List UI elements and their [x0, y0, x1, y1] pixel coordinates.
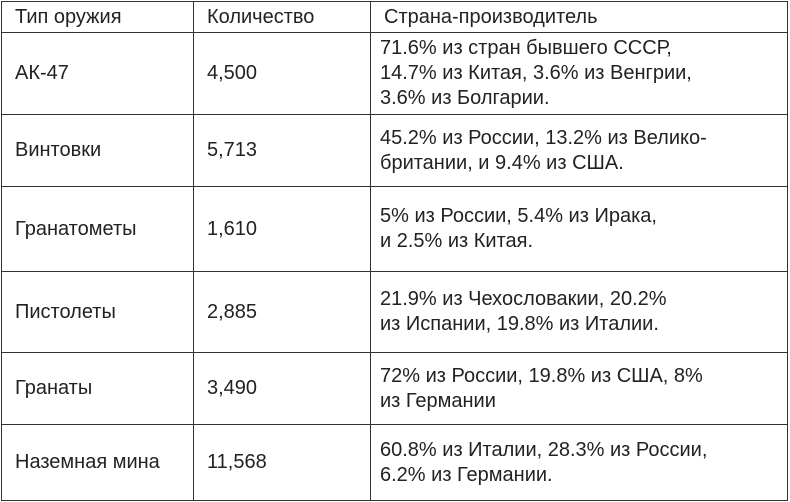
origin-line: 45.2% из России, 13.2% из Велико-: [380, 126, 707, 149]
origin-line: 3.6% из Болгарии.: [380, 87, 550, 109]
header-quantity: Количество: [193, 1, 371, 33]
weapon-type-cell: Гранатометы: [1, 186, 194, 272]
weapon-type-cell: Наземная мина: [1, 424, 194, 501]
origin-line: 5% из России, 5.4% из Ирака,: [380, 205, 657, 227]
quantity-cell: 5,713: [193, 114, 371, 187]
table-row: Наземная мина 11,568 60.8% из Италии, 28…: [1, 424, 788, 501]
quantity-cell: 4,500: [193, 32, 371, 115]
origin-line: и 2.5% из Китая.: [380, 230, 534, 252]
origin-cell: 5% из России, 5.4% из Ирака, и 2.5% из К…: [370, 186, 788, 272]
origin-line: британии, и 9.4% из США.: [380, 151, 624, 174]
origin-line: 14.7% из Китая, 3.6% из Венгрии,: [380, 62, 692, 84]
origin-line: из Германии: [380, 389, 496, 412]
weapon-type-cell: Пистолеты: [1, 271, 194, 353]
table-row: Гранаты 3,490 72% из России, 19.8% из СШ…: [1, 352, 788, 425]
origin-cell: 60.8% из Италии, 28.3% из России, 6.2% и…: [370, 424, 788, 501]
quantity-cell: 2,885: [193, 271, 371, 353]
table-row: АК-47 4,500 71.6% из стран бывшего СССР,…: [1, 32, 788, 115]
header-origin-country: Страна-производитель: [370, 1, 788, 33]
quantity-cell: 11,568: [193, 424, 371, 501]
origin-line: из Испании, 19.8% из Италии.: [380, 313, 659, 335]
table-row: Пистолеты 2,885 21.9% из Чехословакии, 2…: [1, 271, 788, 353]
origin-line: 71.6% из стран бывшего СССР,: [380, 37, 672, 59]
origin-line: 6.2% из Германии.: [380, 463, 553, 486]
quantity-cell: 1,610: [193, 186, 371, 272]
table-row: Гранатометы 1,610 5% из России, 5.4% из …: [1, 186, 788, 272]
quantity-cell: 3,490: [193, 352, 371, 425]
weapon-type-cell: АК-47: [1, 32, 194, 115]
table-row: Винтовки 5,713 45.2% из России, 13.2% из…: [1, 114, 788, 187]
header-weapon-type: Тип оружия: [1, 1, 194, 33]
origin-line: 72% из России, 19.8% из США, 8%: [380, 364, 703, 387]
origin-cell: 45.2% из России, 13.2% из Велико- британ…: [370, 114, 788, 187]
origin-cell: 72% из России, 19.8% из США, 8% из Герма…: [370, 352, 788, 425]
weapon-type-cell: Винтовки: [1, 114, 194, 187]
origin-cell: 21.9% из Чехословакии, 20.2% из Испании,…: [370, 271, 788, 353]
weapon-type-cell: Гранаты: [1, 352, 194, 425]
origin-cell: 71.6% из стран бывшего СССР, 14.7% из Ки…: [370, 32, 788, 115]
header-row: Тип оружия Количество Страна-производите…: [1, 1, 788, 33]
origin-line: 60.8% из Италии, 28.3% из России,: [380, 438, 708, 461]
origin-line: 21.9% из Чехословакии, 20.2%: [380, 288, 667, 310]
